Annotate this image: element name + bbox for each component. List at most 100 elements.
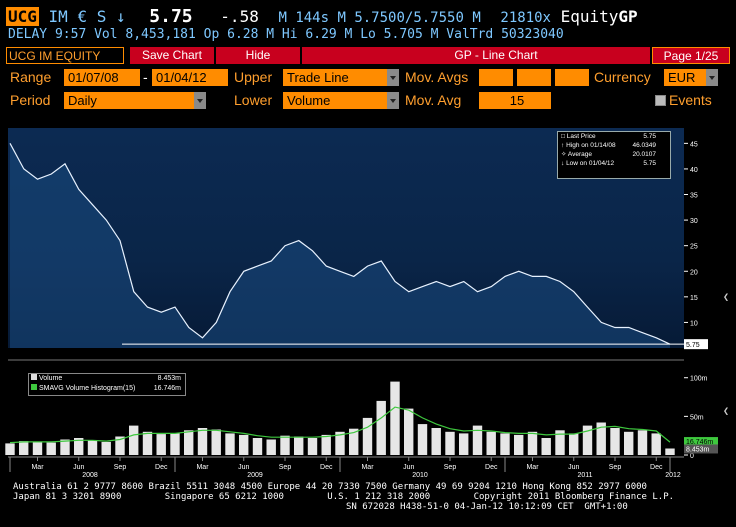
range-separator: -	[143, 69, 148, 85]
x-tick-label: Sep	[609, 464, 622, 471]
volume-bar	[376, 400, 386, 455]
legend-last-price: □ Last Price 5.75	[561, 133, 656, 140]
volume-bar	[445, 431, 455, 455]
currency-symbol: €	[77, 7, 88, 26]
mov-avg-field[interactable]: 15	[479, 92, 551, 109]
volume-bar	[87, 440, 98, 455]
chart-title-bar: GP - Line Chart	[302, 47, 650, 64]
chevron-left-icon[interactable]: ❮	[723, 292, 730, 303]
chevron-left-icon[interactable]: ❮	[723, 406, 730, 417]
volume-bar	[46, 442, 56, 455]
save-chart-button[interactable]: Save Chart	[130, 47, 214, 64]
price-tick-label: 35	[690, 193, 698, 200]
footer-line-2: Japan 81 3 3201 8900 Singapore 65 6212 1…	[13, 492, 675, 502]
currency-select-value: EUR	[668, 70, 696, 85]
upper-select[interactable]: Trade Line	[283, 69, 399, 86]
year-label: 2010	[412, 472, 428, 479]
volume-bar	[197, 428, 208, 455]
volume-bar	[651, 433, 661, 455]
mov-avg-label: Mov. Avg	[405, 92, 462, 108]
currency-code: S	[96, 7, 107, 26]
volume-bar	[362, 417, 373, 455]
volume-bar	[115, 436, 125, 455]
volume-bar	[486, 431, 496, 455]
equity-label: Equity	[560, 7, 619, 26]
price-change: -.58	[220, 7, 259, 26]
security-tab[interactable]: UCG IM EQUITY	[6, 47, 124, 64]
mov-avg-1-field[interactable]	[479, 69, 513, 86]
price-area-fill	[10, 143, 670, 348]
x-tick-label: Mar	[526, 464, 539, 471]
volume-bar	[500, 433, 510, 455]
events-checkbox[interactable]	[655, 95, 666, 106]
chevron-down-icon[interactable]	[387, 69, 399, 86]
volume-bar	[596, 422, 606, 455]
chevron-down-icon[interactable]	[194, 92, 206, 109]
range-start-field[interactable]: 01/07/08	[64, 69, 140, 86]
volume-bar	[266, 439, 276, 455]
volume-bar	[239, 434, 249, 455]
volume-bar	[610, 428, 620, 455]
x-tick-label: Dec	[155, 464, 168, 471]
bid-ask-line: M 144s M 5.7500/5.7550 M	[278, 10, 481, 26]
currency-label: Currency	[594, 69, 651, 85]
exchange: IM	[48, 7, 68, 26]
x-tick-label: Dec	[650, 464, 663, 471]
x-tick-label: Sep	[279, 464, 292, 471]
volume-bar	[142, 431, 153, 455]
volume-bar	[32, 441, 43, 455]
legend-smavg: SMAVG Volume Histogram(15) 16.746m	[29, 384, 185, 394]
page-indicator[interactable]: Page 1/25	[652, 47, 730, 64]
trade-size: 21810x	[500, 10, 551, 26]
volume-bar	[307, 438, 318, 455]
tab-bar: UCG IM EQUITY Save Chart Hide GP - Line …	[6, 47, 730, 64]
volume-bar	[19, 441, 29, 455]
down-arrow-icon: ↓	[116, 7, 126, 26]
volume-bar	[101, 441, 111, 455]
volume-bar	[74, 438, 84, 455]
events-label: Events	[669, 92, 712, 108]
volume-bar	[624, 431, 634, 455]
chevron-down-icon[interactable]	[387, 92, 399, 109]
x-tick-label: Jun	[238, 464, 249, 471]
smavg-marker	[684, 437, 718, 447]
volume-bar	[129, 425, 139, 455]
upper-label: Upper	[234, 69, 273, 85]
range-label: Range	[10, 69, 52, 85]
price-tick-label: 10	[690, 320, 698, 327]
volume-bar	[184, 430, 194, 455]
mov-avg-2-field[interactable]	[517, 69, 551, 86]
year-label: 2012	[665, 472, 681, 479]
footer-line-1: Australia 61 2 9777 8600 Brazil 5511 304…	[13, 482, 647, 492]
volume-marker	[684, 444, 718, 454]
volume-legend: Volume 8.453m SMAVG Volume Histogram(15) 1…	[28, 373, 186, 396]
last-price-marker-label: 5.75	[686, 342, 700, 349]
price-tick-label: 15	[690, 295, 698, 302]
volume-bar	[431, 428, 441, 455]
lower-select[interactable]: Volume	[283, 92, 399, 109]
range-end-field[interactable]: 01/04/12	[152, 69, 228, 86]
ticker[interactable]: UCG	[6, 7, 39, 26]
currency-select[interactable]: EUR	[664, 69, 718, 86]
x-tick-label: Mar	[361, 464, 374, 471]
x-tick-label: Mar	[196, 464, 209, 471]
mov-avg-3-field[interactable]	[555, 69, 589, 86]
period-select[interactable]: Daily	[64, 92, 206, 109]
mov-avgs-label: Mov. Avgs	[405, 69, 469, 85]
year-label: 2011	[577, 472, 592, 479]
x-tick-label: Jun	[73, 464, 84, 471]
chevron-down-icon[interactable]	[706, 69, 718, 86]
volume-bar	[637, 430, 648, 455]
x-tick-label: Jun	[403, 464, 414, 471]
legend-volume: Volume 8.453m	[29, 374, 185, 384]
lower-select-value: Volume	[287, 93, 331, 108]
volume-bar	[156, 434, 166, 455]
volume-bar	[541, 438, 551, 455]
smavg-marker-label: 16.746m	[686, 439, 713, 446]
hide-button[interactable]: Hide	[216, 47, 300, 64]
volume-marker-label: 8.453m	[686, 446, 710, 453]
price-tick-label: 45	[690, 141, 698, 148]
volume-bar	[5, 443, 15, 455]
period-label: Period	[10, 92, 51, 108]
